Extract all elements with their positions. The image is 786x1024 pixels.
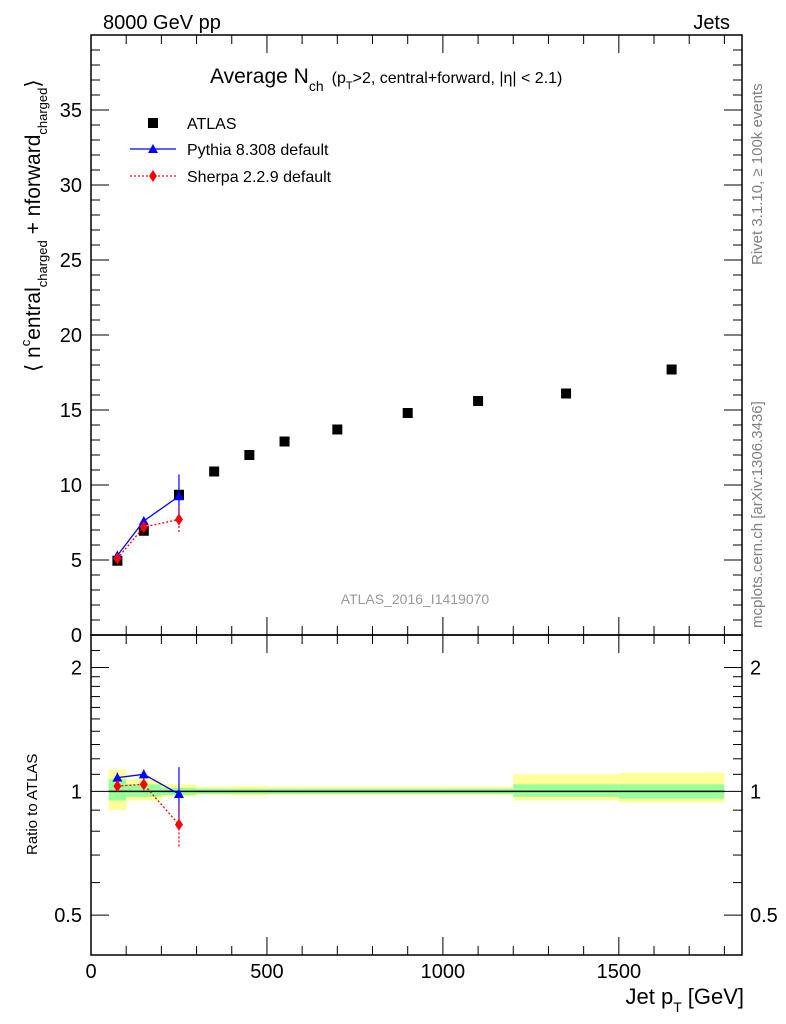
x-tick-label: 0 — [85, 961, 96, 983]
legend-item-pythia: Pythia 8.308 default — [130, 142, 329, 159]
xaxis-label-subscript: T — [673, 999, 682, 1015]
legend-marker-square — [148, 118, 158, 128]
data-point-atlas — [561, 388, 572, 399]
y-tick-label: 25 — [60, 250, 82, 272]
main-title: Average Nch (pT>2, central+forward, |η| <… — [210, 65, 562, 94]
ylabel-central-subscript: charged — [35, 240, 50, 287]
ylabel-plus: + n — [22, 205, 45, 241]
main-ylabel: ⟨ ncentralcharged + nforwardcharged⟩ — [18, 79, 50, 372]
data-point-atlas — [244, 450, 255, 460]
ylabel-open: ⟨ n — [22, 346, 45, 372]
y-tick-label: 35 — [60, 100, 82, 122]
ratio-series — [112, 767, 184, 848]
data-point-sherpa — [139, 521, 148, 533]
ratio-series-line-1 — [117, 783, 180, 826]
xaxis-label-text: Jet p — [625, 984, 673, 1009]
data-point-atlas — [209, 466, 220, 477]
main-title-subscript: ch — [309, 78, 324, 94]
main-series — [112, 364, 677, 566]
y-tick-label: 0 — [71, 625, 82, 647]
x-tick-label: 1500 — [597, 961, 642, 983]
ratio-panel-frame — [90, 634, 743, 956]
main-title-tail: >2, central+forward, |η| < 2.1) — [353, 70, 563, 87]
data-point-pythia — [173, 491, 184, 501]
data-point-atlas — [279, 436, 290, 447]
ylabel-forward: forward — [22, 135, 45, 205]
y-tick-label: 20 — [60, 325, 82, 347]
ratio-point-pythia — [138, 769, 149, 779]
main-panel: Average Nch (pT>2, central+forward, |η| <… — [18, 34, 743, 647]
ylabel-forward-subscript: charged — [35, 88, 50, 135]
series-line-2 — [116, 518, 180, 559]
uncertainty-band-inner — [513, 784, 619, 797]
legend-item-sherpa: Sherpa 2.2.9 default — [130, 169, 332, 186]
data-point-atlas — [332, 424, 343, 435]
data-point-atlas — [473, 396, 484, 406]
main-title-suffix: (p — [332, 70, 346, 87]
xaxis-label-unit: [GeV] — [688, 984, 744, 1009]
mcplots-reference-label: mcplots.cern.ch [arXiv:1306.3436] — [749, 401, 766, 628]
y-tick-label: 15 — [60, 400, 82, 422]
legend-label-pythia: Pythia 8.308 default — [187, 142, 329, 159]
rivet-version-label: Rivet 3.1.10, ≥ 100k events — [749, 83, 766, 265]
ratio-point-pythia — [173, 789, 184, 799]
ratio-bands — [108, 769, 725, 811]
x-tick-label: 1000 — [421, 961, 466, 983]
ylabel-superscript: c — [18, 339, 33, 346]
legend-marker-diamond — [149, 170, 157, 182]
xaxis-label: Jet pT [GeV] — [625, 984, 744, 1015]
legend-item-atlas: ATLAS — [148, 116, 237, 133]
ratio-y-tick-label-right: 2 — [750, 658, 761, 680]
ratio-ylabel: Ratio to ATLAS — [24, 754, 41, 855]
ylabel-close: ⟩ — [22, 79, 45, 87]
x-tick-label: 500 — [250, 961, 283, 983]
ratio-panel: 0.5 0.5 1 1 2 2 0 500 1000 1500 Ratio to ATLAS Je… — [24, 634, 778, 1015]
ratio-y-tick-label-left: 1 — [71, 781, 82, 803]
data-point-atlas — [402, 408, 413, 418]
y-tick-label: 30 — [60, 175, 82, 197]
ratio-point-pythia — [112, 772, 123, 782]
ratio-point-sherpa — [139, 778, 148, 791]
data-point-atlas — [666, 364, 677, 375]
data-point-sherpa — [174, 513, 183, 526]
ratio-axes: 0.5 0.5 1 1 2 2 0 500 1000 1500 — [54, 635, 778, 983]
ratio-point-sherpa — [174, 818, 183, 831]
legend-marker-triangle — [148, 144, 158, 153]
main-title-suffix-subscript: T — [346, 80, 353, 92]
category-label: Jets — [693, 12, 730, 34]
uncertainty-band-inner — [126, 784, 162, 797]
ratio-y-tick-label-left: 0.5 — [54, 905, 82, 927]
y-tick-label: 10 — [60, 475, 82, 497]
legend-label-sherpa: Sherpa 2.2.9 default — [187, 169, 332, 186]
ylabel-central: entral — [22, 287, 45, 340]
legend-label-atlas: ATLAS — [187, 116, 237, 133]
ratio-point-sherpa — [113, 780, 122, 793]
legend: ATLAS Pythia 8.308 default Sherpa 2.2.9 … — [130, 116, 332, 186]
analysis-id-label: ATLAS_2016_I1419070 — [341, 591, 490, 607]
ratio-y-tick-label-left: 2 — [71, 658, 82, 680]
energy-label: 8000 GeV pp — [103, 12, 221, 34]
main-title-text: Average N — [210, 65, 309, 88]
data-point-pythia — [138, 516, 149, 525]
data-point-sherpa — [113, 552, 122, 565]
ratio-y-tick-label-right: 1 — [750, 781, 761, 803]
main-axes: 0 5 10 15 20 25 30 35 — [60, 35, 742, 647]
y-tick-label: 5 — [71, 550, 82, 572]
ratio-y-tick-label-right: 0.5 — [750, 905, 778, 927]
